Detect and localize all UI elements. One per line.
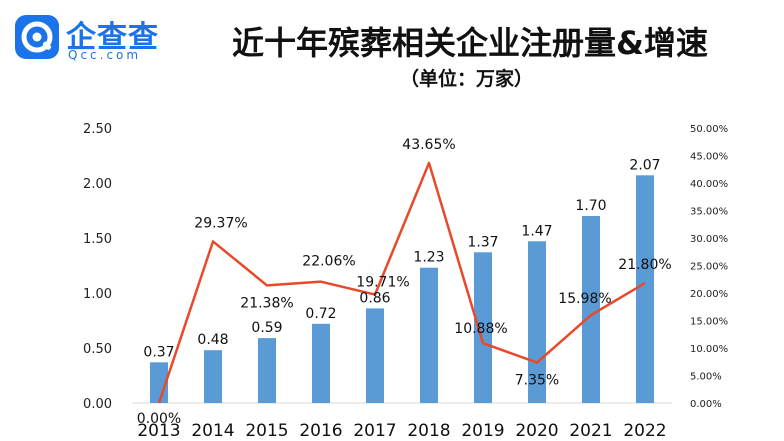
y2-tick-label: 40.00% [690,179,728,190]
line-label-group: 0.00% 29.37% 21.38% 22.06%19.71% 43.65% 10.88… [137,137,672,427]
growth-line [157,161,646,404]
qcc-logo-icon [15,15,59,59]
y-tick-label: 2.00 [83,177,112,192]
x-tick-label: 2017 [353,421,396,441]
line-value-label: 29.37% [194,215,247,231]
bar [312,323,330,403]
bar [204,350,222,403]
bar-value-label: 1.70 [575,198,606,214]
x-tick-label: 2021 [569,421,612,441]
bar-value-label: 2.07 [629,157,660,173]
bar [636,175,654,403]
chart-title: 近十年殡葬相关企业注册量&增速 [232,24,708,62]
y2-tick-label: 50.00% [690,124,728,135]
line-value-label: 7.35% [515,373,559,389]
y2-tick-label: 30.00% [690,234,728,245]
line-value-label: 15.98% [558,291,611,307]
line-value-label: 21.38% [240,295,293,311]
bar [258,338,276,403]
bar-series [150,175,654,403]
y2-tick-label: 25.00% [690,262,728,273]
x-tick-label: 2019 [461,421,504,441]
qcc-logo: 企查查 Qcc.com [14,12,184,62]
line-value-label: 22.06% [302,254,355,270]
line-value-label: 0.00% [137,411,181,427]
x-tick-label: 2013 [137,421,180,441]
y2-tick-label: 35.00% [690,207,728,218]
bar [528,241,546,403]
line-value-label: 43.65% [402,137,455,153]
x-tick-label: 2022 [623,421,666,441]
y-tick-label: 0.50 [83,342,112,357]
bar-value-label: 0.37 [143,344,174,360]
x-tick-label: 2014 [191,421,234,441]
y2-tick-label: 15.00% [690,317,728,328]
y2-tick-label: 20.00% [690,289,728,300]
line-series [157,161,646,404]
y2-tick-label: 45.00% [690,152,728,163]
logo-name: 企查查 [66,20,159,55]
bar-value-label: 0.48 [197,332,228,348]
bar-label-group: 0.37 0.48 0.59 0.72 0.86 1.23 1.37 1.47 1.70 2.07 [143,157,660,360]
chart-subtitle: （单位：万家） [400,68,534,90]
bar [420,267,438,403]
y-tick-label: 1.00 [83,287,112,302]
x-axis: 2013 2014 2015 2016 2017 2018 2019 2020 2021 2022 [132,402,672,441]
y-tick-label: 2.50 [83,122,112,137]
x-tick-label: 2016 [299,421,342,441]
x-tick-label: 2015 [245,421,288,441]
bar-value-label: 0.59 [251,320,282,336]
y-tick-label: 0.00 [83,397,112,412]
x-tick-label: 2020 [515,421,558,441]
x-tick-label: 2018 [407,421,450,441]
bar [366,308,384,403]
bar-value-label: 1.23 [413,250,444,266]
y2-tick-label: 5.00% [690,372,722,383]
line-value-label: 10.88% [454,321,507,337]
line-value-label: 19.71% [356,275,409,291]
left-y-axis: 0.00 0.50 1.00 1.50 2.00 2.50 [83,122,112,412]
y-tick-label: 1.50 [83,232,112,247]
bar-value-label: 0.72 [305,306,336,322]
bar [582,216,600,403]
y2-tick-label: 0.00% [690,399,722,410]
bar-value-label: 1.47 [521,223,552,239]
right-y-axis: 0.00% 5.00% 10.00% 15.00% 20.00% 25.00% 30.00%… [690,124,728,410]
bar-value-label: 0.86 [359,290,390,306]
y2-tick-label: 10.00% [690,344,728,355]
line-value-label: 21.80% [618,257,671,273]
logo-domain: Qcc.com [68,48,142,62]
bar-value-label: 1.37 [467,234,498,250]
bar [474,252,492,403]
